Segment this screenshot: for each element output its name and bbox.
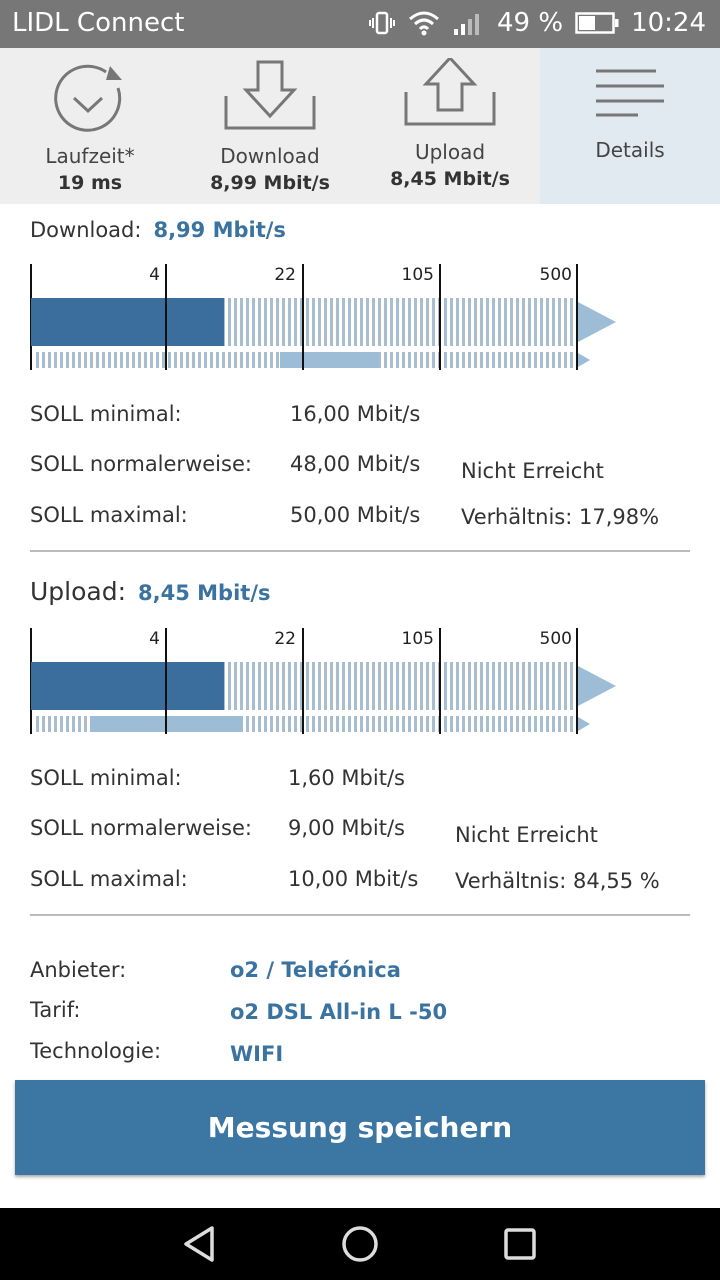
tariff-label: Tarif:: [30, 998, 81, 1022]
gauge-arrow: [578, 666, 616, 706]
upload-ratio: Verhältnis: 84,55 %: [455, 869, 660, 893]
gauge-tick-label: 22: [274, 265, 296, 285]
timer-icon: [50, 58, 130, 146]
menu-lines-icon: [594, 68, 666, 122]
upload-gauge: 4 22 105 500: [30, 628, 616, 734]
upload-soll-normal-label: SOLL normalerweise:: [30, 816, 252, 840]
gauge-remaining-range: [224, 662, 578, 710]
tab-laufzeit-label: Laufzeit*: [45, 144, 135, 168]
gauge-arrow: [578, 302, 616, 342]
download-soll-max-label: SOLL maximal:: [30, 503, 188, 527]
tab-bar: Laufzeit* 19 ms Download 8,99 Mbit/s Upl…: [0, 48, 720, 204]
tab-laufzeit-value: 19 ms: [57, 172, 123, 194]
tab-download-label: Download: [220, 144, 320, 168]
download-soll-max-value: 50,00 Mbit/s: [290, 503, 421, 527]
download-measured-bar: [31, 298, 224, 346]
gauge-tick-label: 500: [540, 265, 572, 285]
recents-icon[interactable]: [498, 1222, 542, 1266]
status-bar: LIDL Connect 49 % 10:24: [0, 0, 720, 48]
tab-upload[interactable]: Upload 8,45 Mbit/s: [360, 48, 540, 204]
gauge-arrow-small: [578, 717, 590, 731]
download-status: Nicht Erreicht: [461, 459, 604, 483]
upload-icon: [400, 55, 500, 134]
technology-label: Technologie:: [30, 1039, 162, 1063]
upload-soll-min-label: SOLL minimal:: [30, 766, 182, 790]
tab-laufzeit[interactable]: Laufzeit* 19 ms: [0, 48, 180, 204]
download-soll-min-value: 16,00 Mbit/s: [290, 402, 421, 426]
status-app-title: LIDL Connect: [12, 8, 185, 38]
gauge-tick-label: 22: [274, 629, 296, 649]
battery-percent: 49 %: [497, 8, 564, 38]
download-icon: [220, 58, 320, 138]
gauge-tick-label: 4: [149, 629, 160, 649]
download-soll-normal-label: SOLL normalerweise:: [30, 452, 252, 476]
gauge-tick-label: 4: [149, 265, 160, 285]
gauge-tick-label: 105: [402, 265, 434, 285]
download-ratio: Verhältnis: 17,98%: [461, 505, 660, 529]
upload-label: Upload:: [30, 577, 127, 606]
upload-status: Nicht Erreicht: [455, 823, 598, 847]
gauge-tick-label: 105: [402, 629, 434, 649]
gauge-tick-label: 500: [540, 629, 572, 649]
upload-soll-normal-value: 9,00 Mbit/s: [288, 816, 405, 840]
download-soll-normal-value: 48,00 Mbit/s: [290, 452, 421, 476]
provider-value: o2 / Telefónica: [230, 958, 401, 982]
upload-soll-min-value: 1,60 Mbit/s: [288, 766, 405, 790]
upload-value: 8,45 Mbit/s: [138, 581, 271, 605]
upload-soll-max-label: SOLL maximal:: [30, 867, 188, 891]
clock: 10:24: [631, 8, 706, 38]
upload-section-title: Upload: 8,45 Mbit/s: [30, 577, 271, 606]
tab-details[interactable]: Details: [540, 48, 720, 204]
gauge-arrow-small: [578, 353, 590, 367]
signal-icon: [453, 10, 485, 36]
save-measurement-button[interactable]: Messung speichern: [15, 1080, 705, 1175]
tab-upload-label: Upload: [414, 140, 486, 164]
download-label: Download:: [30, 218, 142, 242]
download-soll-range-bar: [280, 352, 378, 368]
download-gauge: 4 22 105 500: [30, 264, 616, 370]
tab-upload-value: 8,45 Mbit/s: [390, 168, 510, 190]
vibrate-icon: [369, 10, 395, 36]
tariff-value: o2 DSL All-in L -50: [230, 1000, 448, 1024]
back-icon[interactable]: [178, 1222, 222, 1266]
tab-download[interactable]: Download 8,99 Mbit/s: [180, 48, 360, 204]
section-divider: [30, 550, 690, 552]
technology-value: WIFI: [230, 1042, 284, 1066]
section-divider: [30, 914, 690, 916]
home-icon[interactable]: [338, 1222, 382, 1266]
provider-label: Anbieter:: [30, 958, 127, 982]
battery-icon: [575, 11, 619, 35]
download-soll-min-label: SOLL minimal:: [30, 402, 182, 426]
tab-download-value: 8,99 Mbit/s: [210, 172, 330, 194]
navigation-bar: [0, 1208, 720, 1280]
download-section-title: Download: 8,99 Mbit/s: [30, 218, 286, 242]
download-value: 8,99 Mbit/s: [153, 218, 286, 242]
upload-soll-max-value: 10,00 Mbit/s: [288, 867, 419, 891]
tab-details-label: Details: [595, 138, 665, 162]
wifi-icon: [407, 10, 441, 36]
gauge-remaining-range: [224, 298, 578, 346]
upload-measured-bar: [31, 662, 224, 710]
